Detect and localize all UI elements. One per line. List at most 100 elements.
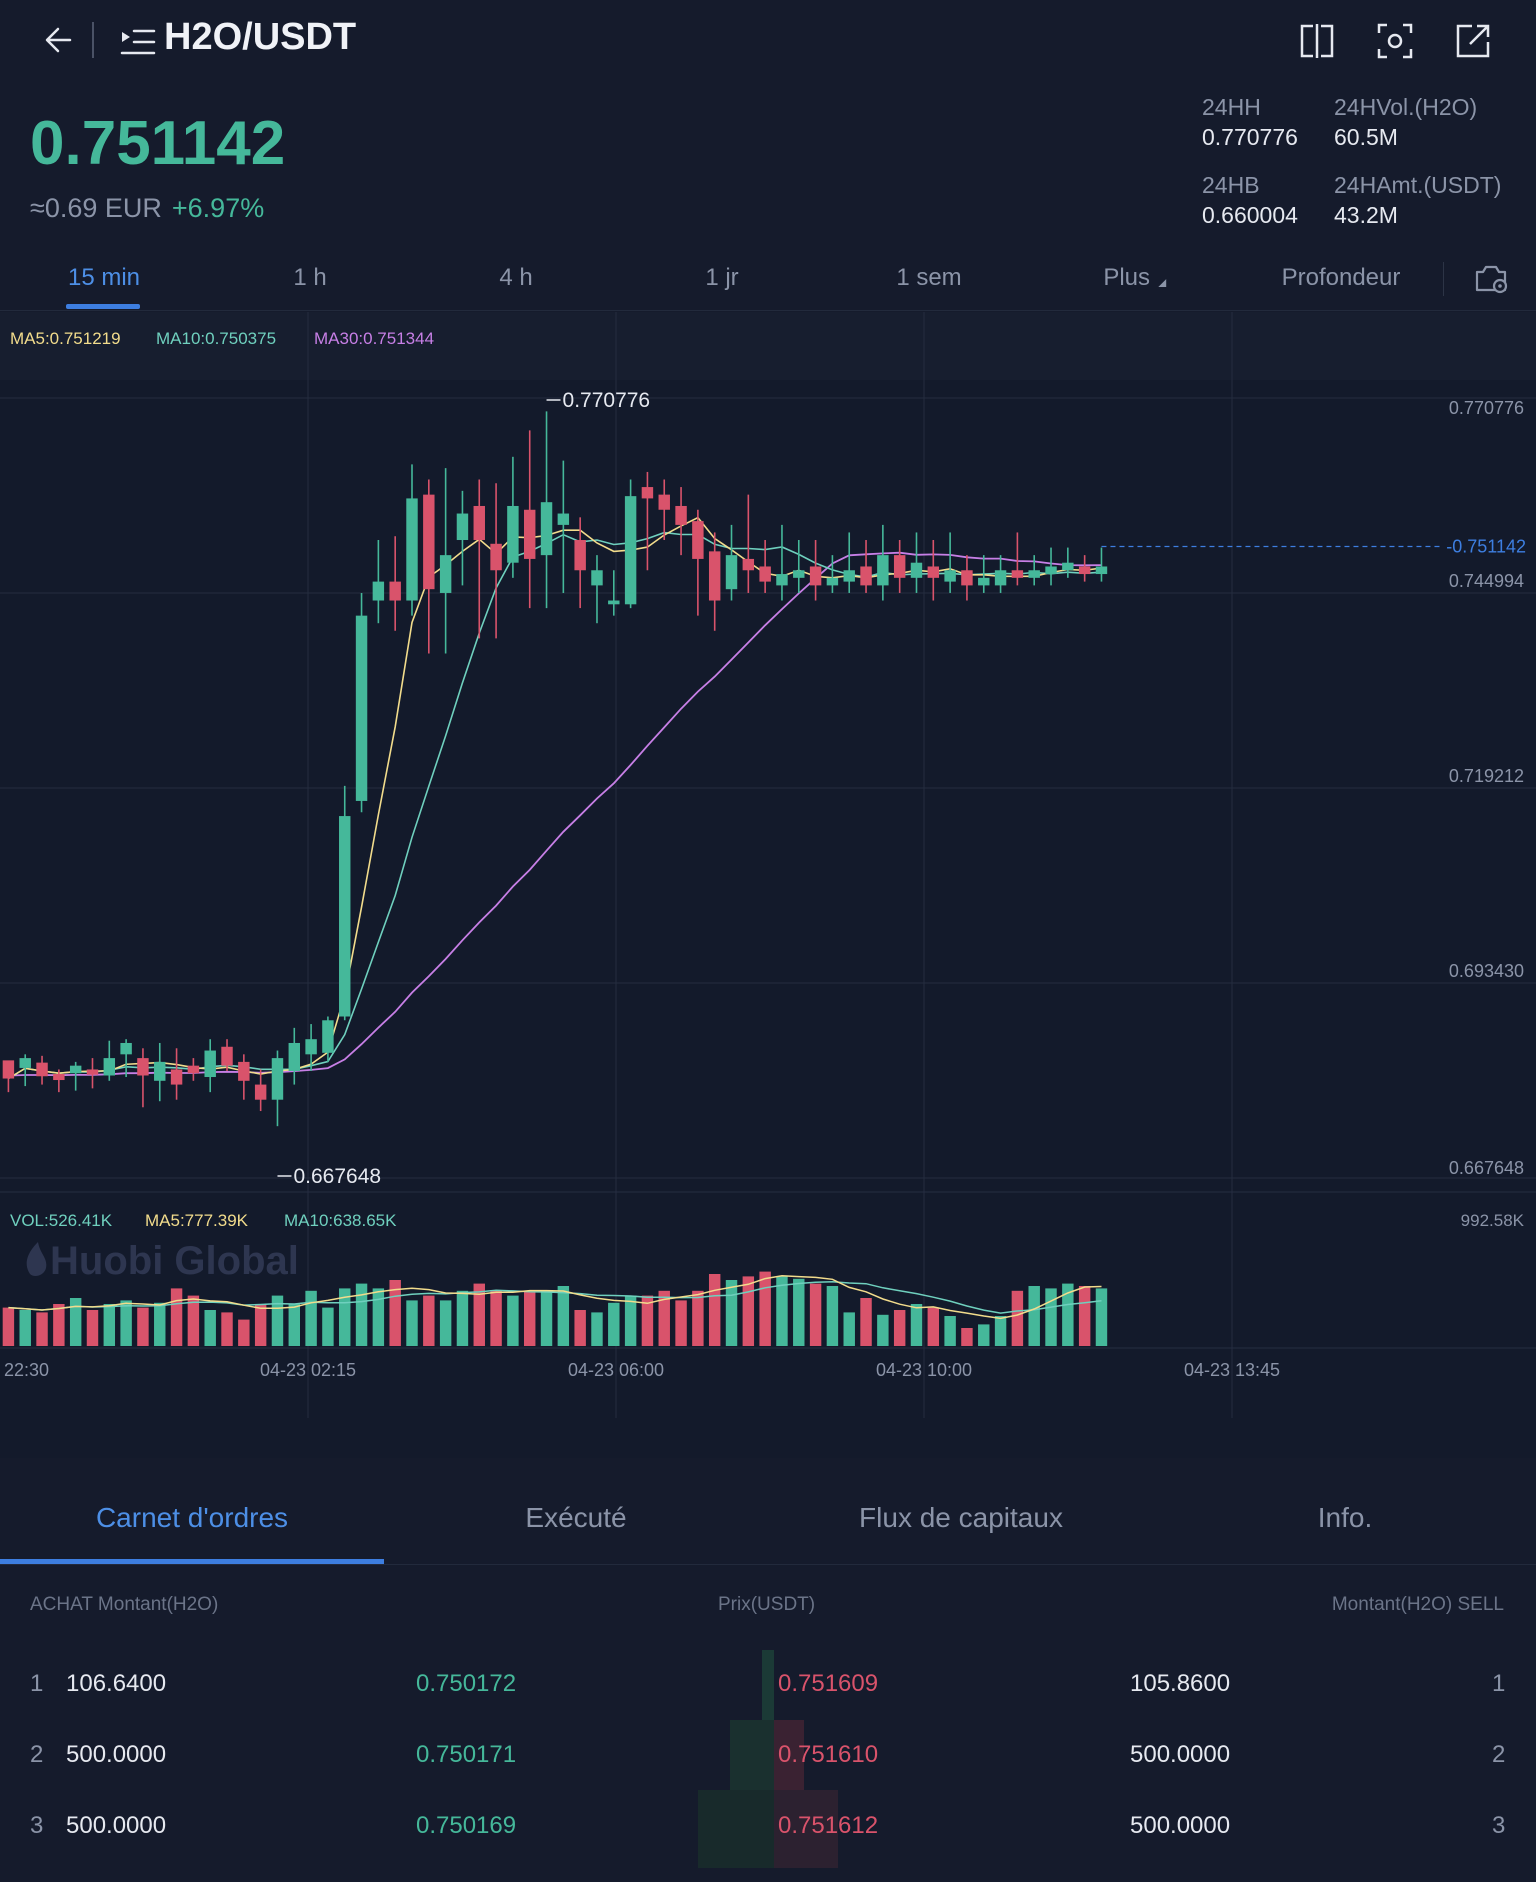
candle-body — [120, 1042, 132, 1055]
stat-label: 24HAmt.(USDT) — [1334, 172, 1502, 198]
volume-bar — [204, 1310, 216, 1346]
divider — [92, 22, 94, 58]
candle-body — [69, 1065, 82, 1074]
volume-bar — [1028, 1286, 1040, 1346]
tab-15min[interactable]: 15 min — [67, 264, 141, 291]
stat-value: 0.770776 — [1202, 124, 1298, 150]
volume-bar — [641, 1295, 654, 1346]
stat-label: 24HVol.(H2O) — [1334, 94, 1478, 120]
fiat-and-change: ≈0.69 EUR +6.97% — [30, 193, 264, 224]
moving-average-lines — [7, 516, 1102, 1080]
volume-bar — [1095, 1288, 1108, 1346]
volume-bar — [574, 1310, 586, 1346]
candle-body — [860, 566, 872, 586]
volume-bar — [557, 1286, 570, 1346]
kline-chart-area[interactable]: MA5:0.751219 MA10:0.750375 MA30:0.751344… — [0, 312, 1536, 1458]
back-arrow-icon[interactable] — [40, 20, 80, 60]
candle-body — [591, 570, 603, 586]
volume-bar — [355, 1283, 368, 1346]
volume-bar — [1011, 1290, 1024, 1346]
chart-settings-icon[interactable] — [1472, 258, 1512, 298]
candle-body — [1045, 566, 1057, 575]
stat-24h-high: 24HH 0.770776 — [1202, 92, 1298, 152]
candle-body — [557, 513, 570, 525]
share-external-icon[interactable] — [1452, 20, 1494, 62]
volume-bar — [675, 1300, 687, 1346]
tab-capital-flow[interactable]: Flux de capitaux — [859, 1502, 1063, 1533]
ask-price[interactable]: 0.751612 — [778, 1812, 879, 1839]
row-index: 2 — [1492, 1741, 1506, 1768]
volume-bar — [826, 1286, 839, 1346]
candle-body — [826, 577, 839, 586]
volume-bar — [154, 1302, 166, 1346]
pair-title[interactable]: H2O/USDT — [164, 16, 357, 58]
bid-price[interactable]: 0.750169 — [416, 1812, 517, 1839]
price-tick-label: 0.693430 — [1449, 961, 1524, 981]
volume-bar — [1078, 1286, 1091, 1346]
tab-executed[interactable]: Exécuté — [525, 1502, 627, 1533]
watermark: Huobi Global — [26, 1239, 299, 1283]
orderbook-row[interactable]: 2 500.0000 0.750171 0.751610 500.0000 2 — [0, 1741, 1536, 1811]
volume-bar — [877, 1314, 889, 1346]
tab-more[interactable]: Plus — [1103, 264, 1167, 292]
candle-body — [994, 570, 1007, 586]
volume-bar — [170, 1288, 183, 1346]
candle-body — [372, 581, 385, 601]
min-price-label: 0.667648 — [293, 1165, 381, 1188]
menu-list-icon[interactable] — [118, 22, 158, 62]
change-percent: +6.97% — [171, 193, 265, 223]
candle-body — [809, 566, 822, 586]
split-screen-icon[interactable] — [1296, 20, 1338, 62]
volume-bar — [473, 1283, 485, 1346]
bid-price[interactable]: 0.750171 — [416, 1741, 517, 1768]
candle-body — [490, 543, 502, 571]
candle-body — [238, 1061, 250, 1081]
price-axis: -0.751142 0.770776 0.744994 0.719212 0.69343… — [277, 389, 1526, 1188]
candle-body — [456, 513, 469, 541]
volume-bar — [591, 1312, 603, 1346]
tab-4h[interactable]: 4 h — [499, 264, 533, 291]
candle-body — [675, 505, 687, 525]
volume-bar — [893, 1310, 906, 1346]
price-tick-label: 0.719212 — [1449, 766, 1524, 786]
stat-value: 60.5M — [1334, 124, 1398, 150]
tab-1h[interactable]: 1 h — [293, 264, 327, 291]
bottom-tabs: Carnet d'ordres Exécuté Flux de capitaux… — [0, 1476, 1536, 1565]
time-tick-label: 04-23 10:00 — [876, 1360, 972, 1380]
tab-1week[interactable]: 1 sem — [896, 264, 962, 291]
volume-bar — [221, 1312, 233, 1346]
tab-1day[interactable]: 1 jr — [705, 264, 739, 291]
volume-bar — [238, 1319, 250, 1346]
orderbook-bid-header: ACHAT Montant(H2O) — [30, 1594, 219, 1615]
orderbook-row[interactable]: 3 500.0000 0.750169 0.751612 500.0000 3 — [0, 1812, 1536, 1882]
volume-bar — [692, 1290, 704, 1346]
row-index: 3 — [1492, 1812, 1506, 1839]
ask-price[interactable]: 0.751610 — [778, 1741, 879, 1768]
ask-amount: 105.8600 — [1130, 1670, 1231, 1697]
volume-bar — [1062, 1283, 1074, 1346]
volume-bar — [523, 1292, 536, 1346]
tab-depth[interactable]: Profondeur — [1281, 264, 1401, 291]
volume-bar — [103, 1304, 116, 1346]
volume-bar — [540, 1290, 553, 1346]
candle-body — [406, 498, 418, 601]
candle-body — [641, 487, 654, 499]
bid-price[interactable]: 0.750172 — [416, 1670, 517, 1697]
tab-order-book[interactable]: Carnet d'ordres — [95, 1502, 289, 1533]
candle-body — [137, 1058, 149, 1076]
candle-body — [1028, 570, 1040, 578]
time-tick-label: 04-23 06:00 — [568, 1360, 664, 1380]
candle-body — [288, 1042, 301, 1071]
interval-tabs: 15 min 1 h 4 h 1 jr 1 sem Plus Profondeu… — [0, 256, 1536, 311]
kline-chart[interactable]: MA5:0.751219 MA10:0.750375 MA30:0.751344… — [0, 312, 1536, 1458]
volume-bar — [658, 1290, 670, 1346]
ask-price[interactable]: 0.751609 — [778, 1670, 879, 1697]
screenshot-icon[interactable] — [1374, 20, 1416, 62]
volume-bar — [53, 1304, 65, 1346]
orderbook-row[interactable]: 1 106.6400 0.750172 0.751609 105.8600 1 — [0, 1670, 1536, 1740]
candle-body — [608, 600, 620, 605]
row-index: 1 — [1492, 1670, 1506, 1697]
volume-bar — [120, 1300, 132, 1346]
candle-body — [322, 1020, 334, 1053]
tab-info[interactable]: Info. — [1317, 1502, 1373, 1533]
